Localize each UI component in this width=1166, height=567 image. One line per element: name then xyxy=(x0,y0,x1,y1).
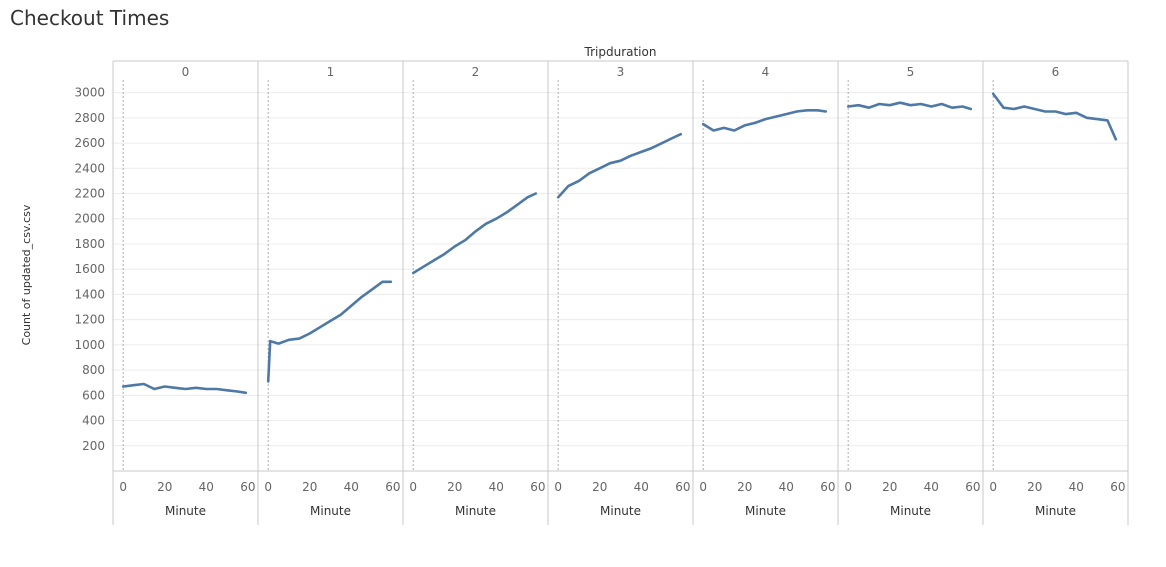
x-tick-label: 60 xyxy=(965,480,980,494)
x-tick-label: 60 xyxy=(530,480,545,494)
y-tick-label: 600 xyxy=(82,388,105,402)
column-header: Tripduration xyxy=(584,45,657,59)
y-axis-title: Count of updated_csv.csv xyxy=(20,204,33,345)
x-tick-label: 60 xyxy=(240,480,255,494)
panel-header-label: 6 xyxy=(1052,65,1060,79)
x-tick-label: 40 xyxy=(489,480,504,494)
y-tick-label: 200 xyxy=(82,439,105,453)
panel-header-label: 4 xyxy=(762,65,770,79)
panel-header-label: 3 xyxy=(617,65,625,79)
x-tick-label: 0 xyxy=(699,480,707,494)
y-tick-label: 800 xyxy=(82,363,105,377)
series-line xyxy=(556,132,683,199)
x-axis-title: Minute xyxy=(1035,504,1076,518)
series-line xyxy=(991,92,1118,141)
series-line xyxy=(121,382,248,395)
x-axis-title: Minute xyxy=(600,504,641,518)
y-tick-label: 3000 xyxy=(74,86,105,100)
y-tick-label: 1600 xyxy=(74,262,105,276)
y-tick-label: 1200 xyxy=(74,313,105,327)
x-tick-label: 20 xyxy=(447,480,462,494)
panel-header-label: 1 xyxy=(327,65,335,79)
series-line xyxy=(266,280,393,383)
x-tick-label: 20 xyxy=(157,480,172,494)
x-tick-label: 40 xyxy=(779,480,794,494)
y-tick-label: 2800 xyxy=(74,111,105,125)
y-tick-label: 1800 xyxy=(74,237,105,251)
x-tick-label: 0 xyxy=(119,480,127,494)
y-tick-label: 2400 xyxy=(74,161,105,175)
x-tick-label: 20 xyxy=(592,480,607,494)
x-tick-label: 0 xyxy=(264,480,272,494)
x-tick-label: 20 xyxy=(1027,480,1042,494)
y-tick-label: 400 xyxy=(82,414,105,428)
panel-header-label: 0 xyxy=(182,65,190,79)
x-tick-label: 20 xyxy=(882,480,897,494)
y-tick-label: 1400 xyxy=(74,287,105,301)
y-tick-label: 2000 xyxy=(74,212,105,226)
series-line xyxy=(846,101,973,111)
x-tick-label: 0 xyxy=(409,480,417,494)
x-tick-label: 40 xyxy=(924,480,939,494)
chart-title: Checkout Times xyxy=(10,6,170,30)
x-axis-title: Minute xyxy=(890,504,931,518)
x-axis-title: Minute xyxy=(310,504,351,518)
x-tick-label: 20 xyxy=(302,480,317,494)
x-tick-label: 60 xyxy=(820,480,835,494)
x-tick-label: 40 xyxy=(1069,480,1084,494)
y-tick-label: 2200 xyxy=(74,187,105,201)
x-tick-label: 40 xyxy=(344,480,359,494)
series-line xyxy=(701,109,828,132)
x-tick-label: 0 xyxy=(989,480,997,494)
y-tick-label: 1000 xyxy=(74,338,105,352)
panel-header-label: 5 xyxy=(907,65,915,79)
series-line xyxy=(411,192,538,275)
x-tick-label: 40 xyxy=(199,480,214,494)
x-tick-label: 40 xyxy=(634,480,649,494)
x-axis-title: Minute xyxy=(165,504,206,518)
panel-header-label: 2 xyxy=(472,65,480,79)
x-axis-title: Minute xyxy=(455,504,496,518)
x-axis-title: Minute xyxy=(745,504,786,518)
x-tick-label: 60 xyxy=(385,480,400,494)
x-tick-label: 0 xyxy=(554,480,562,494)
x-tick-label: 60 xyxy=(675,480,690,494)
x-tick-label: 60 xyxy=(1110,480,1125,494)
x-tick-label: 20 xyxy=(737,480,752,494)
y-tick-label: 2600 xyxy=(74,136,105,150)
x-tick-label: 0 xyxy=(844,480,852,494)
